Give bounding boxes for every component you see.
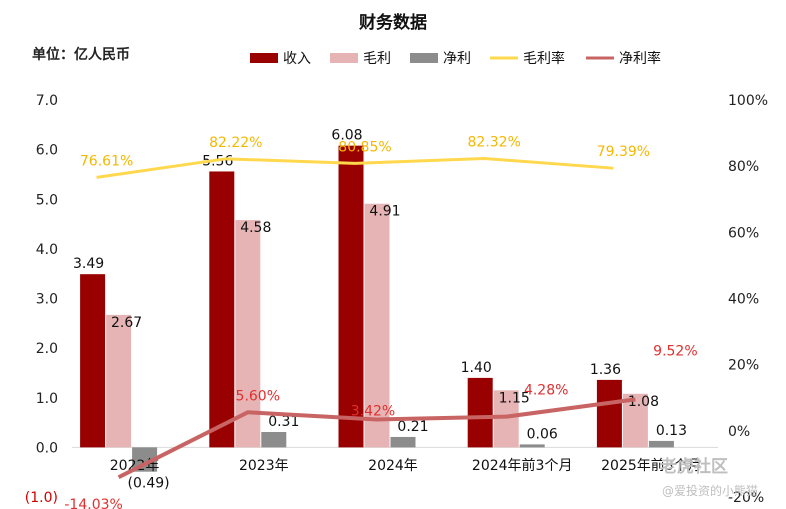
bar-净利: [519, 444, 545, 448]
legend-swatch-收入: [250, 53, 278, 63]
bar-data-label: 1.40: [461, 360, 492, 376]
legend-label-收入: 收入: [283, 51, 311, 67]
bar-data-label: 0.21: [397, 419, 428, 435]
line-data-label: 4.28%: [524, 383, 568, 399]
line-data-label: 76.61%: [80, 153, 133, 169]
y-left-tick-label: 0.0: [36, 440, 58, 456]
bar-收入: [209, 171, 235, 448]
bar-data-label: 1.15: [499, 390, 530, 406]
y-left-tick-label: 5.0: [36, 192, 58, 208]
bar-收入: [80, 274, 106, 448]
y-right-tick-label: -20%: [728, 490, 764, 506]
bar-收入: [467, 377, 493, 448]
y-left-tick-label: 1.0: [36, 391, 58, 407]
x-tick-label: 2025年前3个月: [601, 457, 702, 474]
line-毛利率: [96, 156, 614, 179]
bar-收入: [338, 145, 364, 448]
bar-data-label: 1.36: [590, 362, 621, 378]
chart-title: 财务数据: [359, 13, 427, 33]
y-right-tick-label: 100%: [728, 93, 768, 109]
legend-label-净利率: 净利率: [619, 50, 661, 67]
x-tick-label: 2023年: [239, 458, 289, 474]
bar-data-label: 4.58: [240, 220, 271, 236]
line-data-label: 9.52%: [653, 343, 697, 359]
legend-label-净利: 净利: [443, 51, 471, 67]
bar-毛利: [106, 314, 132, 448]
bar-data-label: 0.31: [268, 414, 299, 430]
y-right-tick-label: 0%: [728, 424, 750, 440]
bar-data-label: 0.13: [656, 423, 687, 439]
y-left-tick-label: 6.0: [36, 143, 58, 159]
line-净利率: [117, 397, 636, 480]
legend-swatch-净利: [410, 53, 438, 63]
bar-data-label: (0.49): [128, 476, 170, 492]
bar-data-label: 2.67: [111, 315, 142, 331]
x-tick-label: 2024年: [368, 458, 418, 474]
y-right-tick-label: 20%: [728, 358, 759, 374]
y-left-tick-label: 4.0: [36, 242, 58, 258]
y-left-tick-label: 3.0: [36, 292, 58, 308]
line-data-label: 82.32%: [468, 134, 521, 150]
unit-label: 单位：亿人民币: [32, 47, 130, 63]
bar-净利: [390, 436, 416, 448]
bar-毛利: [622, 393, 648, 448]
bar-净利: [261, 431, 287, 448]
bar-毛利: [364, 203, 390, 448]
y-right-tick-label: 80%: [728, 159, 759, 175]
bar-收入: [596, 379, 622, 448]
line-data-label: 3.42%: [351, 404, 395, 420]
x-tick-label: 2024年前3个月: [472, 457, 573, 474]
line-data-label: 5.60%: [236, 388, 280, 404]
bar-毛利: [235, 220, 261, 448]
y-left-tick-label: 2.0: [36, 341, 58, 357]
line-data-label: 79.39%: [597, 144, 650, 160]
bar-净利: [648, 440, 674, 448]
legend-label-毛利: 毛利: [363, 51, 391, 67]
line-data-label: -14.03%: [64, 497, 122, 509]
bar-data-label: 4.91: [369, 204, 400, 220]
line-data-label: 82.22%: [209, 135, 262, 151]
y-right-tick-label: 40%: [728, 292, 759, 308]
bar-data-label: 0.06: [527, 426, 558, 442]
bar-data-label: 3.49: [73, 256, 104, 272]
legend-swatch-毛利: [330, 53, 358, 63]
watermark-author: @爱投资的小熊猫: [662, 484, 759, 498]
y-right-tick-label: 60%: [728, 225, 759, 241]
bar-data-label: 1.08: [628, 394, 659, 410]
bar-data-label: 6.08: [331, 128, 362, 144]
y-left-tick-label: 7.0: [36, 93, 58, 109]
y-left-tick-label: (1.0): [25, 490, 58, 506]
line-data-label: 80.85%: [338, 139, 391, 155]
legend-label-毛利率: 毛利率: [523, 50, 565, 67]
watermark-brand: 老虎社区: [660, 457, 728, 477]
